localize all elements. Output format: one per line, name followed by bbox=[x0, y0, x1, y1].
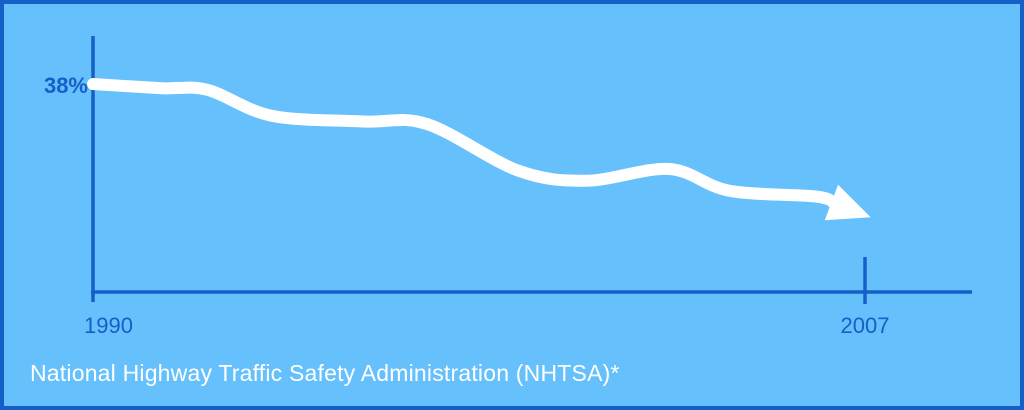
x-tick-label-start: 1990 bbox=[84, 313, 133, 338]
trend-chart: 38% 1990 2007 bbox=[44, 36, 972, 338]
y-tick-label-start: 38% bbox=[44, 73, 88, 98]
trend-arrowhead bbox=[824, 184, 871, 221]
source-note: National Highway Traffic Safety Administ… bbox=[30, 360, 620, 386]
trend-line bbox=[87, 78, 842, 210]
x-tick-label-end: 2007 bbox=[841, 313, 890, 338]
